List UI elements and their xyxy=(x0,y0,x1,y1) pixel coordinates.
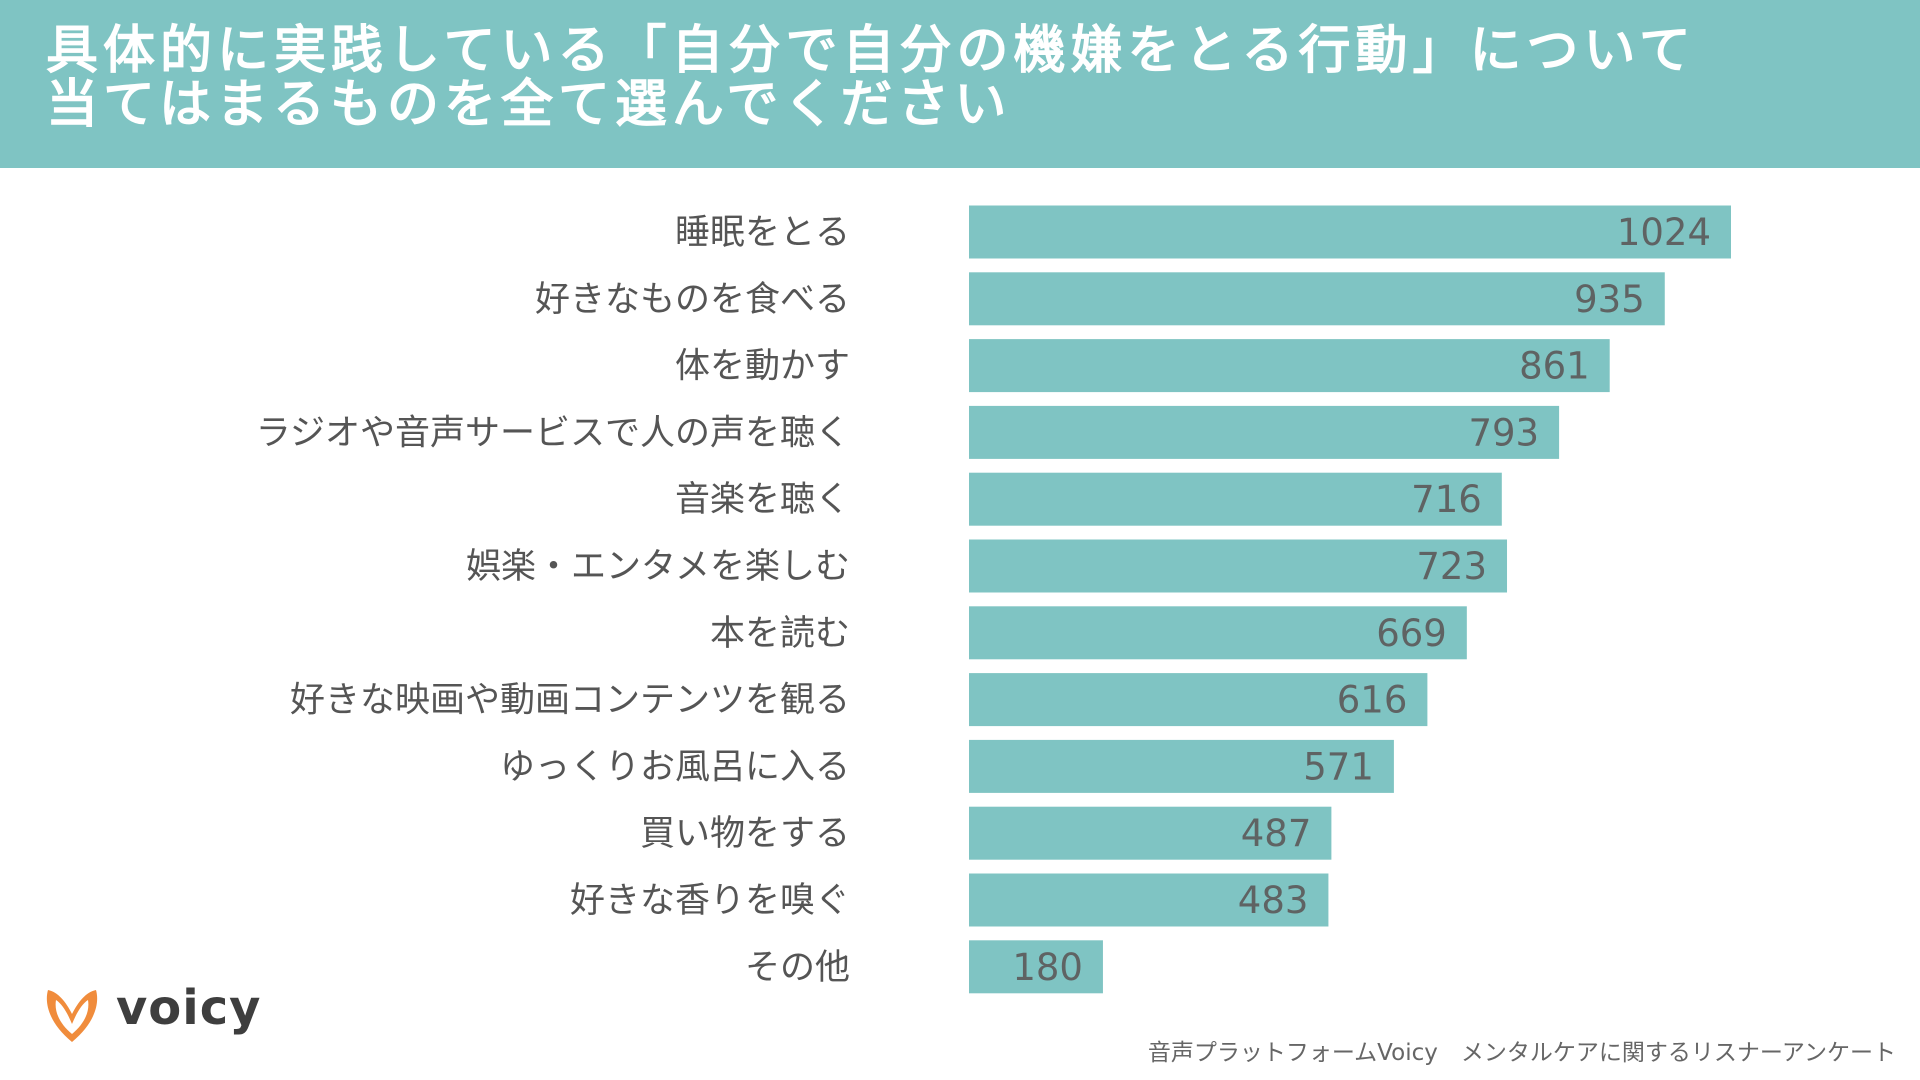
bar-5 xyxy=(969,539,1508,593)
bar-11 xyxy=(969,940,1103,994)
category-label-11: その他 xyxy=(745,948,850,988)
value-label-1: 935 xyxy=(1574,278,1645,321)
chart-title-line-2: 当てはまるものを全て選んでください xyxy=(46,75,1012,135)
bar-8 xyxy=(969,739,1394,793)
value-label-3: 793 xyxy=(1468,411,1539,454)
bar-6 xyxy=(969,606,1467,660)
category-label-2: 体を動かす xyxy=(675,347,850,387)
category-label-6: 本を読む xyxy=(710,614,850,654)
header-banner: 具体的に実践している「自分で自分の機嫌をとる行動」について 当てはまるものを全て… xyxy=(0,0,1920,168)
value-label-8: 571 xyxy=(1303,745,1374,788)
bar-4 xyxy=(969,472,1502,526)
bar-2 xyxy=(969,339,1610,393)
bar-3 xyxy=(969,405,1560,459)
voicy-logo: voicy xyxy=(42,980,262,1048)
bar-chart: 睡眠をとる 1024 好きなものを食べる 935 体を動かす 861 ラジオや音声サービスで… xyxy=(256,205,1731,994)
chart-title-line-1: 具体的に実践している「自分で自分の機嫌をとる行動」について xyxy=(46,21,1696,81)
category-label-10: 好きな香りを嗅ぐ xyxy=(570,881,850,921)
category-label-9: 買い物をする xyxy=(640,814,850,854)
value-label-9: 487 xyxy=(1241,812,1312,855)
value-label-4: 716 xyxy=(1411,478,1482,521)
category-label-3: ラジオや音声サービスで人の声を聴く xyxy=(256,413,850,453)
value-label-6: 669 xyxy=(1376,612,1447,655)
value-label-10: 483 xyxy=(1238,879,1309,922)
voicy-logo-text: voicy xyxy=(116,980,262,1036)
bar-9 xyxy=(969,806,1332,860)
value-label-7: 616 xyxy=(1337,679,1408,722)
category-label-1: 好きなものを食べる xyxy=(535,280,850,320)
category-label-7: 好きな映画や動画コンテンツを観る xyxy=(290,681,850,721)
bar-7 xyxy=(969,673,1428,727)
value-label-11: 180 xyxy=(1012,946,1083,989)
category-label-0: 睡眠をとる xyxy=(675,213,850,253)
bar-0 xyxy=(969,205,1731,259)
value-label-0: 1024 xyxy=(1617,211,1711,254)
chart-title: 具体的に実践している「自分で自分の機嫌をとる行動」について 当てはまるものを全て… xyxy=(46,24,1886,132)
value-label-5: 723 xyxy=(1416,545,1487,588)
source-note: 音声プラットフォームVoicy メンタルケアに関するリスナーアンケート xyxy=(1147,1040,1896,1066)
bar-1 xyxy=(969,272,1665,326)
voicy-logo-icon xyxy=(46,990,98,1042)
category-label-4: 音楽を聴く xyxy=(675,480,850,520)
category-label-8: ゆっくりお風呂に入る xyxy=(500,747,850,787)
value-label-2: 861 xyxy=(1519,345,1590,388)
category-label-5: 娯楽・エンタメを楽しむ xyxy=(466,547,850,587)
bar-10 xyxy=(969,873,1329,927)
